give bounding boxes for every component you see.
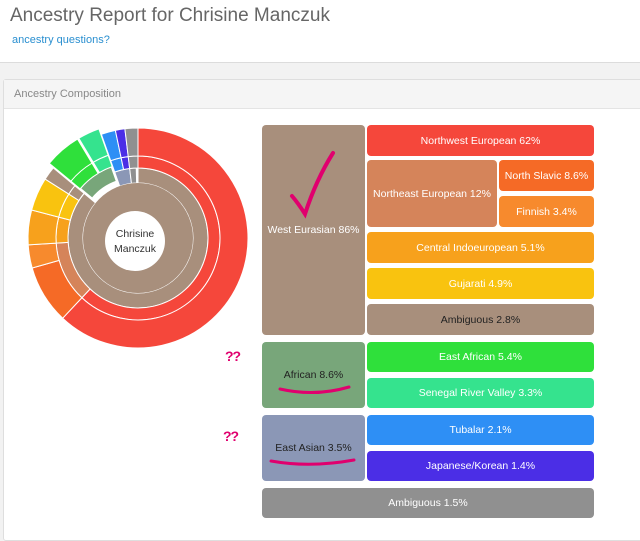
label-east-asian: East Asian 3.5% — [275, 442, 352, 454]
ring3-senegal[interactable] — [78, 128, 109, 163]
box-west-eurasian[interactable]: West Eurasian 86% — [262, 125, 365, 335]
ring3-ambiguous-total[interactable] — [124, 127, 139, 158]
panel-title: Ancestry Composition — [14, 88, 121, 100]
page-title: Ancestry Report for Chrisine Manczuk — [10, 5, 330, 26]
label-tubalar: Tubalar 2.1% — [449, 424, 512, 436]
label-north-slavic: North Slavic 8.6% — [504, 169, 589, 182]
box-northeast-european[interactable]: Northeast European 12% — [367, 160, 497, 227]
box-ambiguous-west-eurasian[interactable]: Ambiguous 2.8% — [367, 304, 594, 335]
box-ambiguous-total[interactable]: Ambiguous 1.5% — [262, 488, 594, 518]
box-central-indoeuropean[interactable]: Central Indoeuropean 5.1% — [367, 232, 594, 263]
label-senegal-river-valley: Senegal River Valley 3.3% — [418, 387, 543, 399]
asian-question-mark: ?? — [223, 428, 239, 444]
box-tubalar[interactable]: Tubalar 2.1% — [367, 415, 594, 445]
label-ambiguous-total: Ambiguous 1.5% — [388, 497, 468, 509]
ancestry-questions-link[interactable]: ancestry questions? — [12, 34, 110, 46]
box-northwest-european[interactable]: Northwest European 62% — [367, 125, 594, 156]
african-question-mark: ?? — [225, 348, 241, 364]
box-east-african[interactable]: East African 5.4% — [367, 342, 594, 372]
label-northwest-european: Northwest European 62% — [420, 134, 541, 147]
box-senegal-river-valley[interactable]: Senegal River Valley 3.3% — [367, 378, 594, 408]
center-label-line2: Manczuk — [114, 243, 157, 255]
panel-header: Ancestry Composition — [4, 80, 640, 109]
report-header: Ancestry Report for Chrisine Manczuk anc… — [0, 0, 640, 63]
center-label-circle — [105, 211, 165, 271]
ring3-ambiguous[interactable] — [44, 167, 76, 195]
box-african[interactable]: African 8.6% — [262, 342, 365, 408]
ring3-northwest-european[interactable] — [61, 127, 249, 349]
box-finnish[interactable]: Finnish 3.4% — [499, 196, 594, 227]
box-north-slavic[interactable]: North Slavic 8.6% — [499, 160, 594, 191]
label-northeast-european: Northeast European 12% — [373, 187, 491, 200]
box-japanese-korean[interactable]: Japanese/Korean 1.4% — [367, 451, 594, 481]
label-finnish: Finnish 3.4% — [516, 205, 577, 218]
label-african: African 8.6% — [283, 369, 344, 381]
label-east-african: East African 5.4% — [439, 351, 522, 363]
center-label-line1: Chrisine — [116, 228, 155, 240]
box-east-asian[interactable]: East Asian 3.5% — [262, 415, 365, 481]
label-japanese-korean: Japanese/Korean 1.4% — [425, 460, 536, 472]
label-gujarati: Gujarati 4.9% — [448, 277, 513, 290]
ring1-ambiguous[interactable] — [129, 167, 138, 184]
label-central-indoeuropean: Central Indoeuropean 5.1% — [416, 241, 545, 254]
label-west-eurasian: West Eurasian 86% — [267, 224, 360, 236]
ring2-ambiguous-total[interactable] — [127, 155, 139, 170]
ring3-east-african[interactable] — [48, 138, 93, 182]
box-gujarati[interactable]: Gujarati 4.9% — [367, 268, 594, 299]
label-ambiguous-west-eurasian: Ambiguous 2.8% — [440, 313, 521, 326]
